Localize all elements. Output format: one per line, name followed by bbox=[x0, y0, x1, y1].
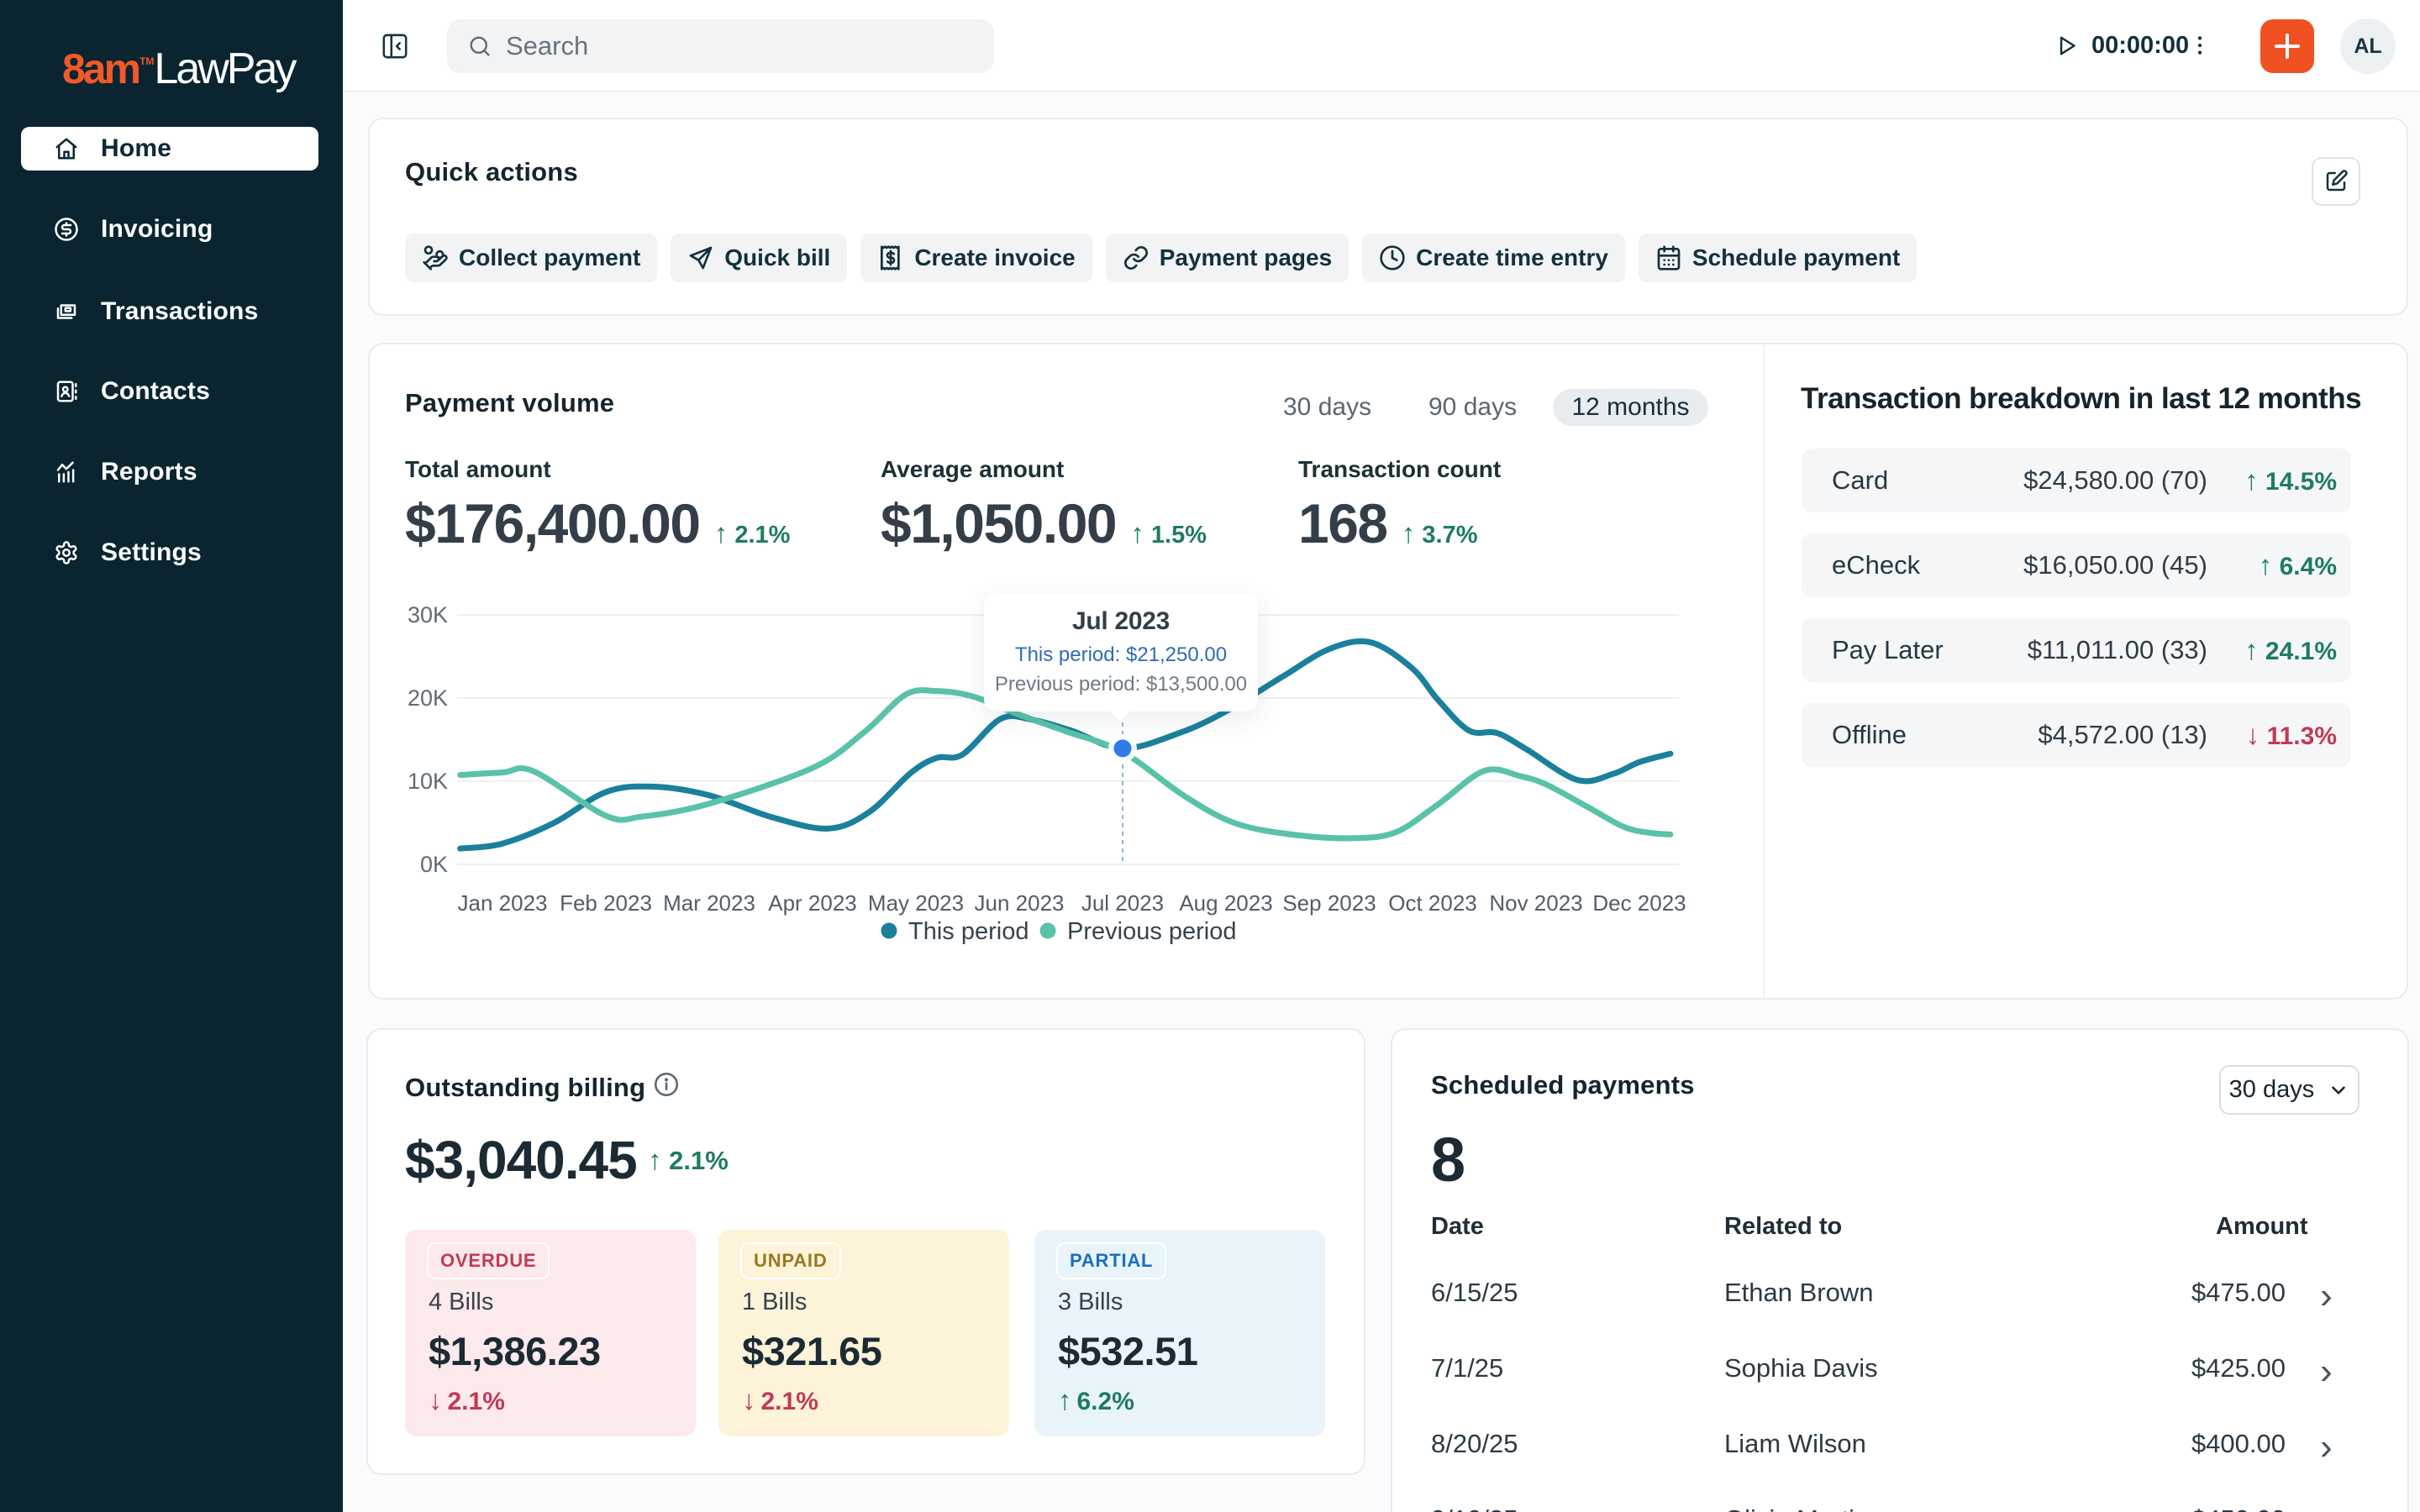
svg-text:May 2023: May 2023 bbox=[868, 890, 964, 916]
svg-text:Sep 2023: Sep 2023 bbox=[1282, 890, 1376, 916]
svg-text:20K: 20K bbox=[408, 685, 448, 711]
svg-text:Jul 2023: Jul 2023 bbox=[1081, 890, 1164, 916]
svg-text:Oct 2023: Oct 2023 bbox=[1388, 890, 1477, 916]
svg-text:This period: This period bbox=[908, 918, 1028, 945]
svg-text:10K: 10K bbox=[408, 769, 448, 794]
svg-text:Previous period: Previous period bbox=[1067, 918, 1237, 945]
svg-text:Nov 2023: Nov 2023 bbox=[1489, 890, 1582, 916]
svg-text:Jun 2023: Jun 2023 bbox=[975, 890, 1065, 916]
svg-text:Feb 2023: Feb 2023 bbox=[560, 890, 652, 916]
svg-text:Jan 2023: Jan 2023 bbox=[458, 890, 548, 916]
svg-text:Apr 2023: Apr 2023 bbox=[768, 890, 857, 916]
svg-text:Mar 2023: Mar 2023 bbox=[663, 890, 755, 916]
svg-text:Dec 2023: Dec 2023 bbox=[1592, 890, 1686, 916]
svg-text:0K: 0K bbox=[420, 852, 448, 877]
svg-text:30K: 30K bbox=[408, 602, 448, 627]
svg-text:Aug 2023: Aug 2023 bbox=[1179, 890, 1272, 916]
